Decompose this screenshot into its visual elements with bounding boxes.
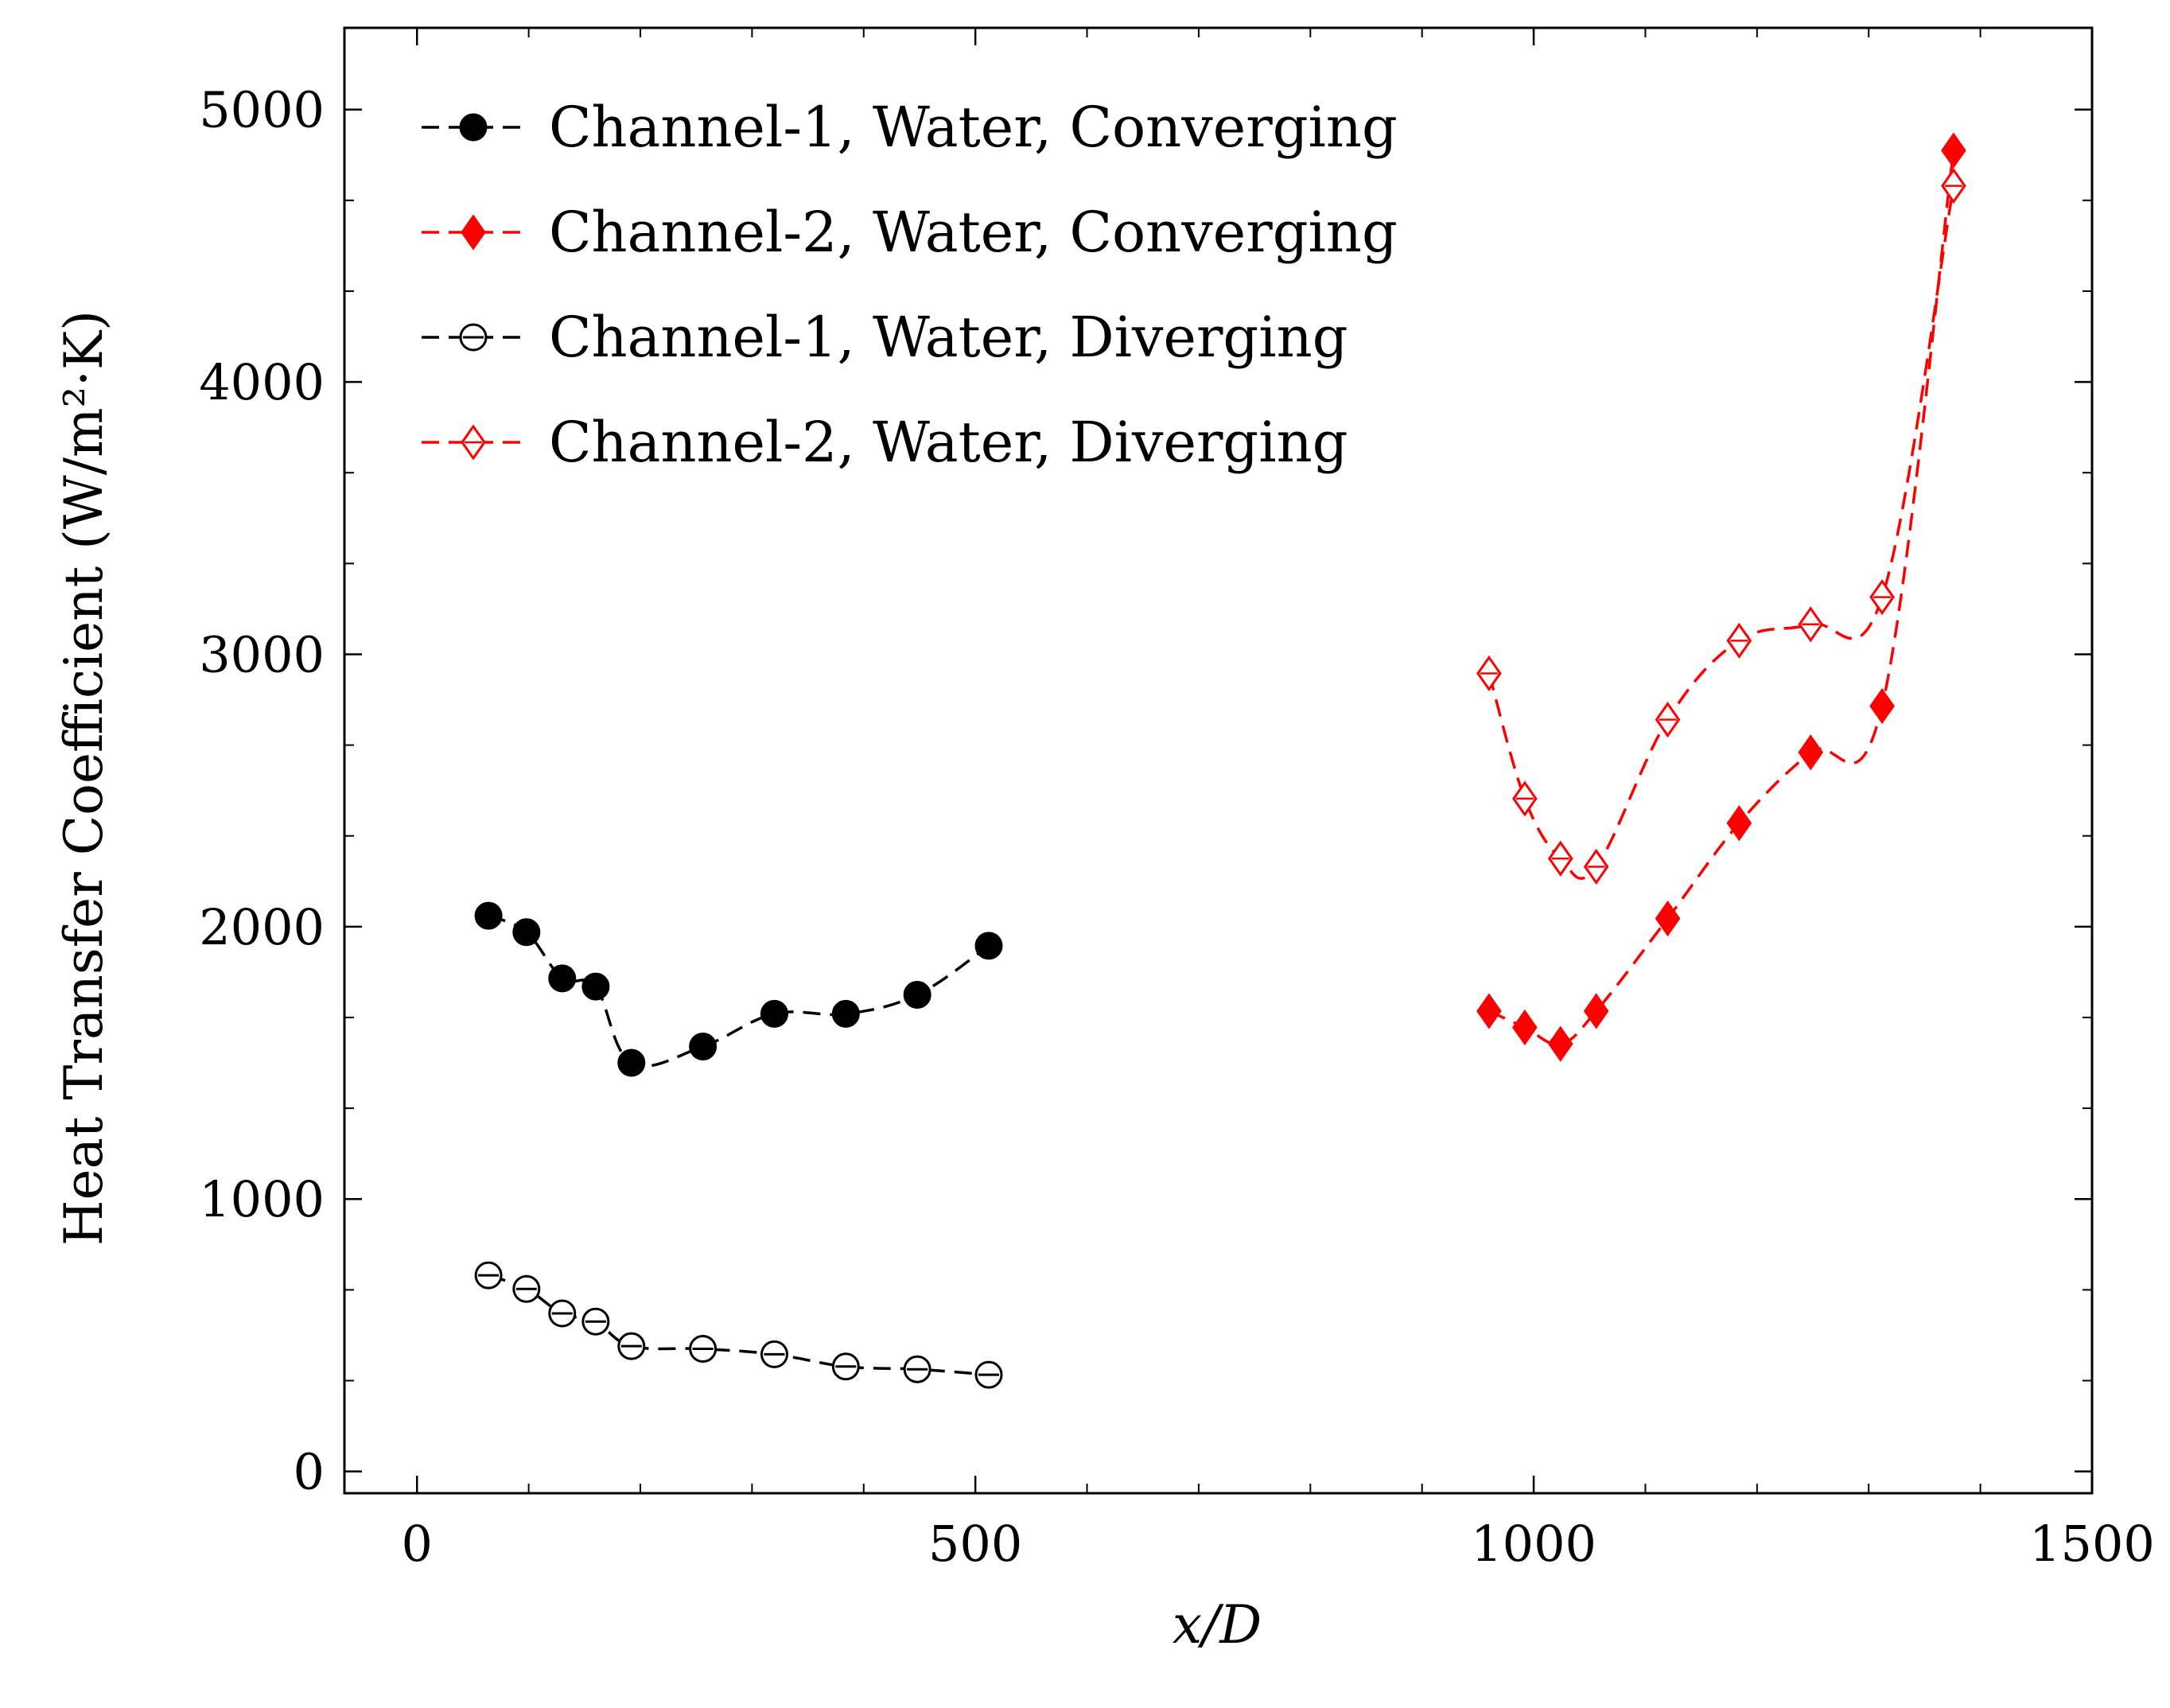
series-1 <box>474 901 1003 1077</box>
legend-entry: Channel-2, Water, Converging <box>422 200 1398 265</box>
data-point <box>1798 734 1824 771</box>
data-point <box>474 901 503 930</box>
legend-label: Channel-1, Water, Converging <box>549 95 1398 160</box>
legend-label: Channel-2, Water, Diverging <box>549 410 1348 475</box>
legend-label: Channel-2, Water, Converging <box>549 200 1398 265</box>
legend-marker <box>459 113 488 142</box>
series-line <box>1488 150 1955 1046</box>
series-3 <box>474 1261 1003 1389</box>
series-line <box>1488 185 1955 880</box>
y-tick-label: 2000 <box>199 898 325 956</box>
legend-entry: Channel-2, Water, Diverging <box>422 410 1348 475</box>
legend-entry: Channel-1, Water, Converging <box>422 95 1398 160</box>
data-point <box>1655 900 1681 937</box>
data-point <box>548 964 577 993</box>
y-tick-label: 5000 <box>199 81 325 139</box>
legend-entry: Channel-1, Water, Diverging <box>422 305 1348 370</box>
y-axis-title: Heat Transfer Coefficient (W/m²·K) <box>53 310 115 1246</box>
axes: 0 500 1000 1500 0 1000 2000 3000 4000 5000 <box>199 28 2155 1573</box>
series-layer <box>474 132 1966 1389</box>
y-tick-label: 4000 <box>199 353 325 411</box>
data-point <box>512 918 541 947</box>
data-point <box>974 932 1003 960</box>
x-tick-label: 1500 <box>2029 1515 2155 1573</box>
plot-area <box>343 26 2094 1495</box>
data-point <box>617 1049 646 1077</box>
data-point <box>831 999 860 1028</box>
x-tick-label: 500 <box>928 1515 1022 1573</box>
data-point <box>1476 993 1502 1029</box>
data-point <box>1941 132 1966 169</box>
series-4 <box>1476 167 1966 885</box>
data-point <box>903 980 931 1009</box>
data-point <box>1583 993 1609 1029</box>
data-point <box>689 1032 718 1060</box>
y-tick-label: 1000 <box>199 1170 325 1228</box>
legend-label: Channel-1, Water, Diverging <box>549 305 1348 370</box>
x-tick-label: 0 <box>402 1515 433 1573</box>
data-point <box>1726 805 1752 842</box>
y-tick-label: 0 <box>294 1443 325 1501</box>
x-tick-label: 1000 <box>1471 1515 1596 1573</box>
data-point <box>1869 687 1895 725</box>
data-point <box>1512 1009 1538 1046</box>
data-point <box>581 972 610 1001</box>
data-point <box>1547 1025 1573 1062</box>
legend-marker <box>461 214 486 251</box>
series-2 <box>1476 132 1966 1062</box>
legend: Channel-1, Water, Converging Channel-2, W… <box>422 95 1398 475</box>
y-tick-label: 3000 <box>199 625 325 683</box>
plot-frame <box>343 26 2094 1495</box>
data-point <box>760 999 788 1028</box>
x-axis-title: x/D <box>1172 1594 1262 1655</box>
